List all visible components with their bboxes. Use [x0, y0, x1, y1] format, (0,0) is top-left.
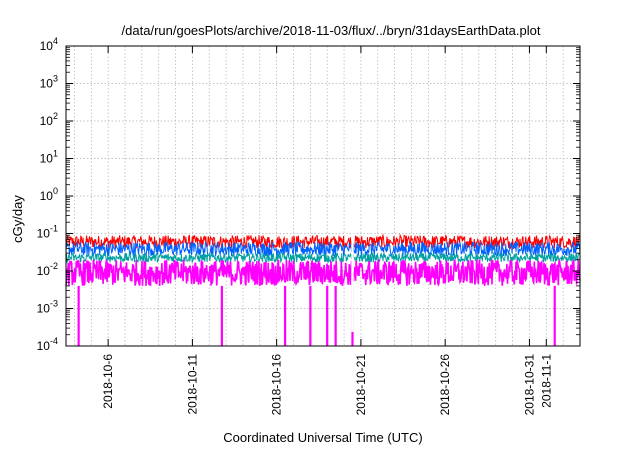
x-tick-label: 2018-10-16 [270, 354, 284, 416]
y-tick-label-exp: 2 [53, 111, 58, 121]
series-layer [65, 230, 581, 346]
y-tick-label-base: 10 [37, 339, 51, 353]
y-tick-label-base: 10 [37, 302, 51, 316]
x-tick-label: 2018-10-26 [438, 354, 452, 416]
x-tick-label: 2018-10-11 [185, 354, 199, 415]
data-gap [351, 230, 354, 332]
y-tick-label-exp: 1 [53, 149, 58, 159]
series-trace-3 [65, 258, 581, 287]
y-tick-label-base: 10 [37, 227, 51, 241]
y-tick-label: 103 [40, 74, 58, 91]
y-tick-label: 104 [40, 36, 58, 53]
y-tick-label-base: 10 [40, 77, 54, 91]
y-tick-label: 10-3 [37, 299, 58, 316]
y-tick-label-base: 10 [40, 114, 54, 128]
y-tick-label: 10-1 [37, 224, 58, 241]
y-axis-label: cGy/day [10, 195, 25, 243]
y-tick-label-exp: -4 [50, 336, 58, 346]
y-tick-label: 100 [40, 186, 58, 203]
x-axis-label: Coordinated Universal Time (UTC) [223, 430, 422, 445]
x-tick-label: 2018-10-6 [101, 354, 115, 409]
y-tick-label-base: 10 [40, 39, 54, 53]
y-tick-label-exp: -3 [50, 299, 58, 309]
series-trace-1 [65, 240, 581, 257]
chart-title: /data/run/goesPlots/archive/2018-11-03/f… [122, 23, 541, 38]
y-tick-label-base: 10 [40, 152, 54, 166]
y-tick-label: 10-2 [37, 261, 58, 278]
grid-layer [66, 45, 580, 347]
y-tick-label-exp: -2 [50, 261, 58, 271]
y-tick-label-exp: 4 [53, 36, 58, 46]
y-tick-label: 102 [40, 111, 58, 128]
x-tick-labels: 2018-10-6 2018-10-11 2018-10-16 2018-10-21 2… [101, 354, 553, 416]
y-tick-label: 10-4 [37, 336, 58, 353]
y-tick-label-exp: -1 [50, 224, 58, 234]
y-tick-label-exp: 0 [53, 186, 58, 196]
y-tick-label: 101 [40, 149, 58, 166]
series-trace-2 [65, 251, 581, 265]
x-tick-label: 2018-10-31 [522, 354, 536, 416]
y-tick-label-exp: 3 [53, 74, 58, 84]
y-tick-label-base: 10 [37, 264, 51, 278]
x-tick-label: 2018-10-21 [354, 354, 368, 416]
y-tick-label-base: 10 [40, 189, 54, 203]
axes-layer [65, 45, 581, 347]
x-tick-label: 2018-11-1 [539, 354, 553, 408]
